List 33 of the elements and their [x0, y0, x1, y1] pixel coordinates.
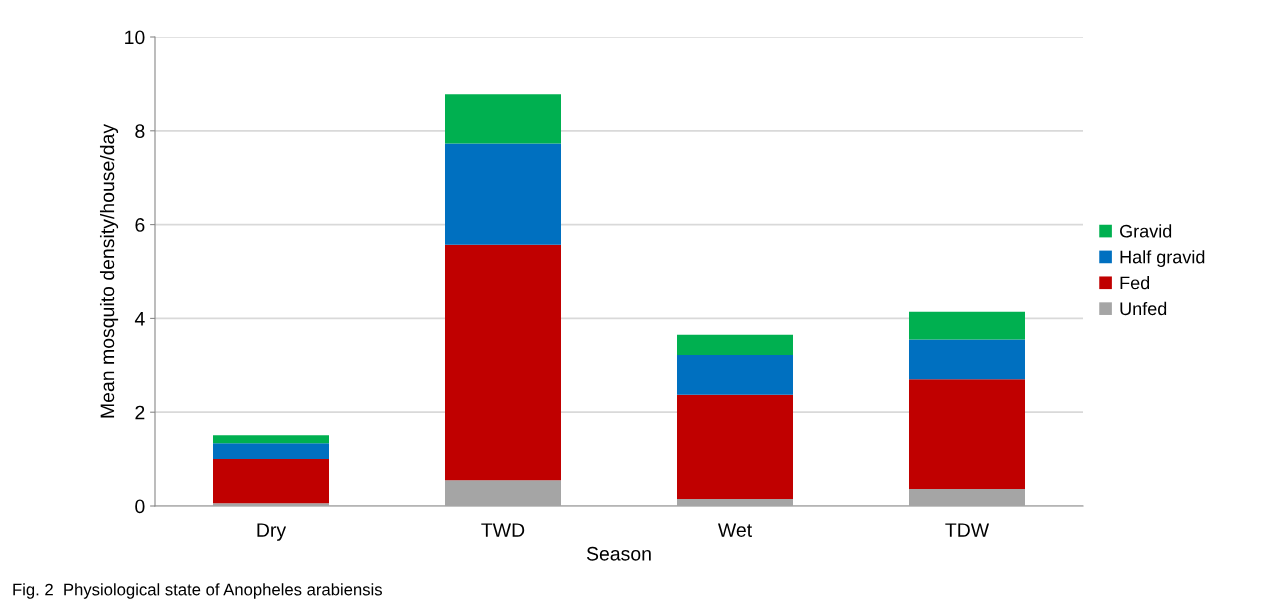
bar	[445, 94, 561, 144]
bar	[909, 379, 1025, 490]
bar	[677, 498, 793, 506]
x-axis-title: Season	[586, 546, 651, 561]
bar	[445, 480, 561, 506]
bar	[445, 143, 561, 245]
y-tick-label: 10	[125, 30, 145, 45]
x-tick-label: Dry	[257, 523, 287, 541]
bar	[445, 244, 561, 481]
bar	[213, 443, 329, 460]
y-tick-label: 4	[134, 312, 145, 326]
bar	[909, 489, 1025, 506]
bar	[213, 503, 329, 506]
y-tick-label: 8	[135, 124, 145, 139]
bar	[213, 435, 329, 444]
y-axis-title: Mean mosquito density/house/day	[99, 123, 119, 418]
x-tick-label: TDW	[945, 523, 990, 537]
y-tick-label: 2	[135, 405, 145, 420]
bar	[677, 394, 793, 499]
bar	[677, 334, 793, 355]
legend-label: Gravid	[1120, 224, 1172, 238]
legend-label: Half gravid	[1120, 250, 1205, 267]
y-tick-label: 6	[135, 218, 145, 232]
legend-label: Unfed	[1120, 301, 1167, 316]
legend-label: Fed	[1120, 276, 1150, 290]
bar	[213, 459, 329, 504]
x-tick-label: TWD	[481, 523, 525, 537]
y-tick-label: 0	[135, 499, 145, 514]
caption: Fig. 2 Physiological state of Anopheles arabiensis	[13, 583, 382, 599]
bar	[909, 339, 1025, 380]
bar	[909, 311, 1025, 340]
x-tick-label: Wet	[717, 523, 752, 537]
bar	[677, 354, 793, 395]
